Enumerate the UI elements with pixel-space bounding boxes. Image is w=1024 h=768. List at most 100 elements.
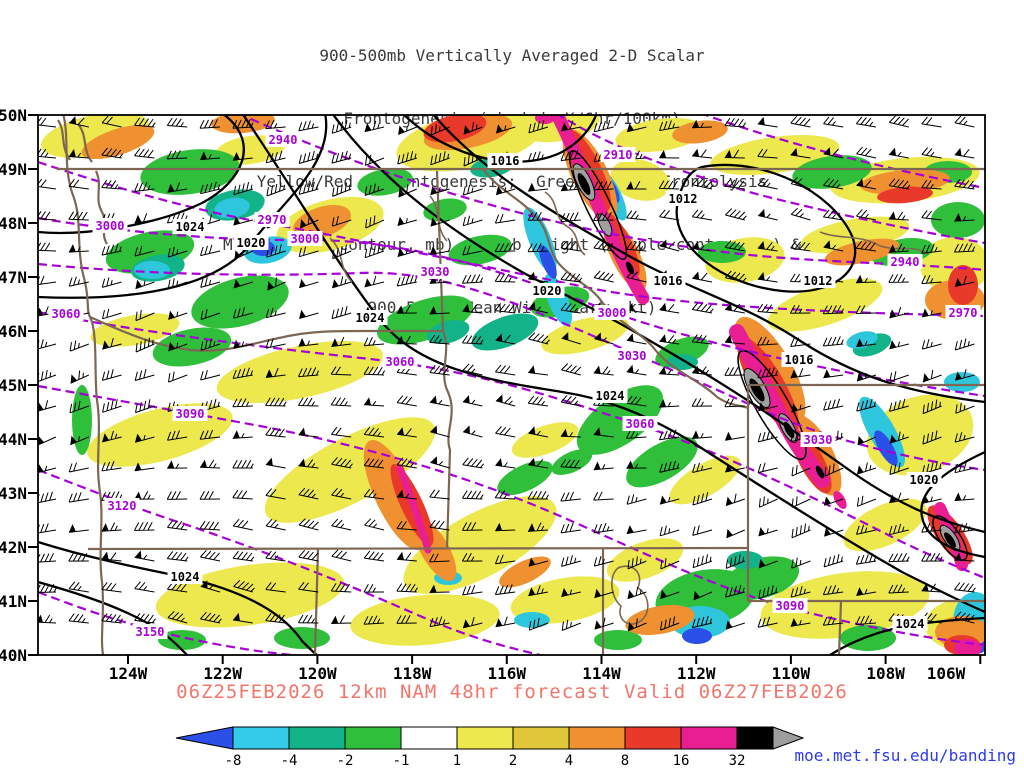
lon-label: 122W (203, 664, 242, 683)
contour-label-box (892, 616, 928, 631)
contour-label: 2940 (269, 133, 298, 147)
colorbar-tick-label: -1 (393, 753, 410, 768)
contour-label: 1024 (596, 389, 625, 403)
contour-label-box (594, 305, 630, 320)
colorbar-tick-label: 2 (509, 753, 517, 768)
contour-label: 1020 (237, 236, 266, 250)
colorbar-segment (288, 726, 346, 750)
contour-label-box (945, 305, 981, 320)
contour-label-box (352, 310, 388, 325)
lon-label: 120W (298, 664, 337, 683)
contour-label: 1024 (171, 570, 200, 584)
wind-barb-pennants (38, 116, 962, 631)
lat-label: 45N (0, 376, 27, 395)
lon-label: 116W (488, 664, 527, 683)
contour-label: 1016 (654, 274, 683, 288)
contour-label: 3060 (386, 355, 415, 369)
contour-label: 3150 (136, 625, 165, 639)
lon-label: 108W (866, 664, 905, 683)
contour-label: 3060 (52, 307, 81, 321)
colorbar-arrow-right (772, 726, 805, 750)
contour-label-box (254, 212, 290, 227)
lon-label: 112W (677, 664, 716, 683)
lat-label: 49N (0, 160, 27, 179)
lat-label: 50N (0, 106, 27, 125)
lon-label: 114W (582, 664, 621, 683)
contour-label: 3000 (96, 219, 125, 233)
colorbar-segment (512, 726, 570, 750)
contour-labels: 1024 1020 1016 1012 1012 1016 1020 1024 1016 1024… (48, 132, 981, 639)
contour-label: 1020 (533, 284, 562, 298)
contour-label: 2970 (258, 213, 287, 227)
contour-label-box (48, 306, 84, 321)
colorbar-segment (232, 726, 290, 750)
contour-label-box (233, 235, 269, 250)
contour-label-box (800, 273, 836, 288)
contour-label: 2970 (949, 306, 978, 320)
lon-label: 118W (393, 664, 432, 683)
contour-label-box (172, 219, 208, 234)
contour-label: 3000 (598, 306, 627, 320)
contour-label-box (772, 598, 808, 613)
colorbar-segment (680, 726, 738, 750)
contour-label-box (600, 147, 636, 162)
lat-label: 44N (0, 430, 27, 449)
contour-label: 2940 (891, 255, 920, 269)
contour-label-box (665, 191, 701, 206)
wind-barb-shafts (38, 115, 976, 632)
colorbar-segment (568, 726, 626, 750)
colorbar-tick-label: 16 (673, 753, 690, 768)
lat-label: 42N (0, 538, 27, 557)
contour-label-box (906, 472, 942, 487)
lon-label: 124W (109, 664, 148, 683)
colorbar-segment (400, 726, 458, 750)
contour-label-box (132, 624, 168, 639)
contour-label: 1024 (896, 617, 925, 631)
contour-label-box (650, 273, 686, 288)
credit-link[interactable]: moe.met.fsu.edu/banding (794, 746, 1016, 765)
colorbar-tick-label: -8 (225, 753, 242, 768)
lat-label: 46N (0, 322, 27, 341)
lat-label: 48N (0, 214, 27, 233)
contour-label: 3090 (776, 599, 805, 613)
contour-label: 2910 (604, 148, 633, 162)
lat-label: 40N (0, 646, 27, 665)
contour-label: 3030 (618, 349, 647, 363)
contour-label: 3060 (626, 417, 655, 431)
contour-label-box (167, 569, 203, 584)
contour-label-box (382, 354, 418, 369)
colorbar: -8 -4 -2 -1 1 2 4 8 16 32 (175, 726, 805, 768)
lat-label: 41N (0, 592, 27, 611)
contour-label: 3120 (108, 499, 137, 513)
contour-label-box (614, 348, 650, 363)
lat-label: 47N (0, 268, 27, 287)
title-line-1: 900-500mb Vertically Averaged 2-D Scalar (319, 46, 705, 65)
colorbar-segment (456, 726, 514, 750)
contour-label-box (287, 231, 323, 246)
contour-label: 3090 (176, 407, 205, 421)
contour-label-box (92, 218, 128, 233)
lon-label: 106W (927, 664, 966, 683)
contour-label: 1024 (356, 311, 385, 325)
contour-label-box (800, 432, 836, 447)
lon-label: 110W (772, 664, 811, 683)
contour-label-box (529, 283, 565, 298)
contour-label-box (265, 132, 301, 147)
colorbar-tick-label: 8 (621, 753, 629, 768)
colorbar-tick-label: 1 (453, 753, 461, 768)
forecast-caption: 06Z25FEB2026 12km NAM 48hr forecast Vali… (176, 681, 848, 703)
contour-label-box (172, 406, 208, 421)
contour-label: 3000 (291, 232, 320, 246)
contour-label: 1016 (491, 154, 520, 168)
colorbar-tick-label: -4 (281, 753, 298, 768)
colorbar-arrow-left (175, 726, 234, 750)
axis-labels: 50N 49N 48N 47N 46N 45N 44N 43N 42N 41N 40N 124W 122… (0, 106, 982, 683)
colorbar-tick-label: -2 (337, 753, 354, 768)
contour-label-box (781, 352, 817, 367)
contour-label: 1024 (176, 220, 205, 234)
contour-label-box (887, 254, 923, 269)
contour-label: 1012 (804, 274, 833, 288)
contour-label: 3030 (804, 433, 833, 447)
